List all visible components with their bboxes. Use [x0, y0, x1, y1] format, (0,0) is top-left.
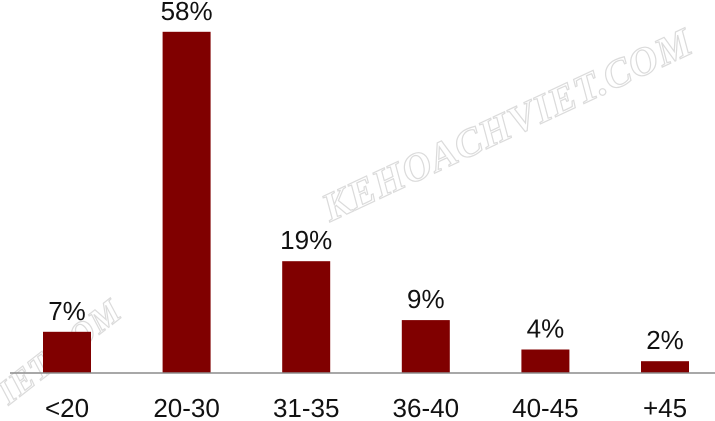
x-tick-label-4: 36-40: [393, 393, 460, 421]
x-tick-labels-group: <20 20-30 31-35 36-40 40-45 +45: [45, 393, 687, 421]
x-tick-label-6: +45: [643, 393, 687, 421]
bar-3: [282, 261, 331, 373]
bar-5: [521, 349, 570, 373]
watermark-text: KEHOACHVIET.COM: [314, 19, 700, 231]
x-tick-label-5: 40-45: [512, 393, 579, 421]
x-tick-label-1: <20: [45, 393, 89, 421]
x-tick-label-2: 20-30: [153, 393, 220, 421]
value-label-4: 9%: [407, 284, 445, 314]
bar-1: [43, 331, 91, 373]
value-labels-group: 7% 58% 19% 9% 4% 2%: [48, 0, 684, 355]
bar-6: [641, 361, 689, 373]
value-label-2: 58%: [161, 0, 213, 26]
bars-group: [43, 31, 689, 374]
value-label-6: 2%: [646, 325, 684, 355]
value-label-1: 7%: [48, 296, 86, 326]
watermark-layer: KEHOACHVIET.COM VIET.COM: [0, 18, 701, 421]
bar-2: [162, 31, 211, 374]
x-tick-label-3: 31-35: [273, 393, 340, 421]
value-label-3: 19%: [280, 225, 332, 255]
value-label-5: 4%: [527, 314, 565, 344]
bar-4: [401, 320, 450, 373]
